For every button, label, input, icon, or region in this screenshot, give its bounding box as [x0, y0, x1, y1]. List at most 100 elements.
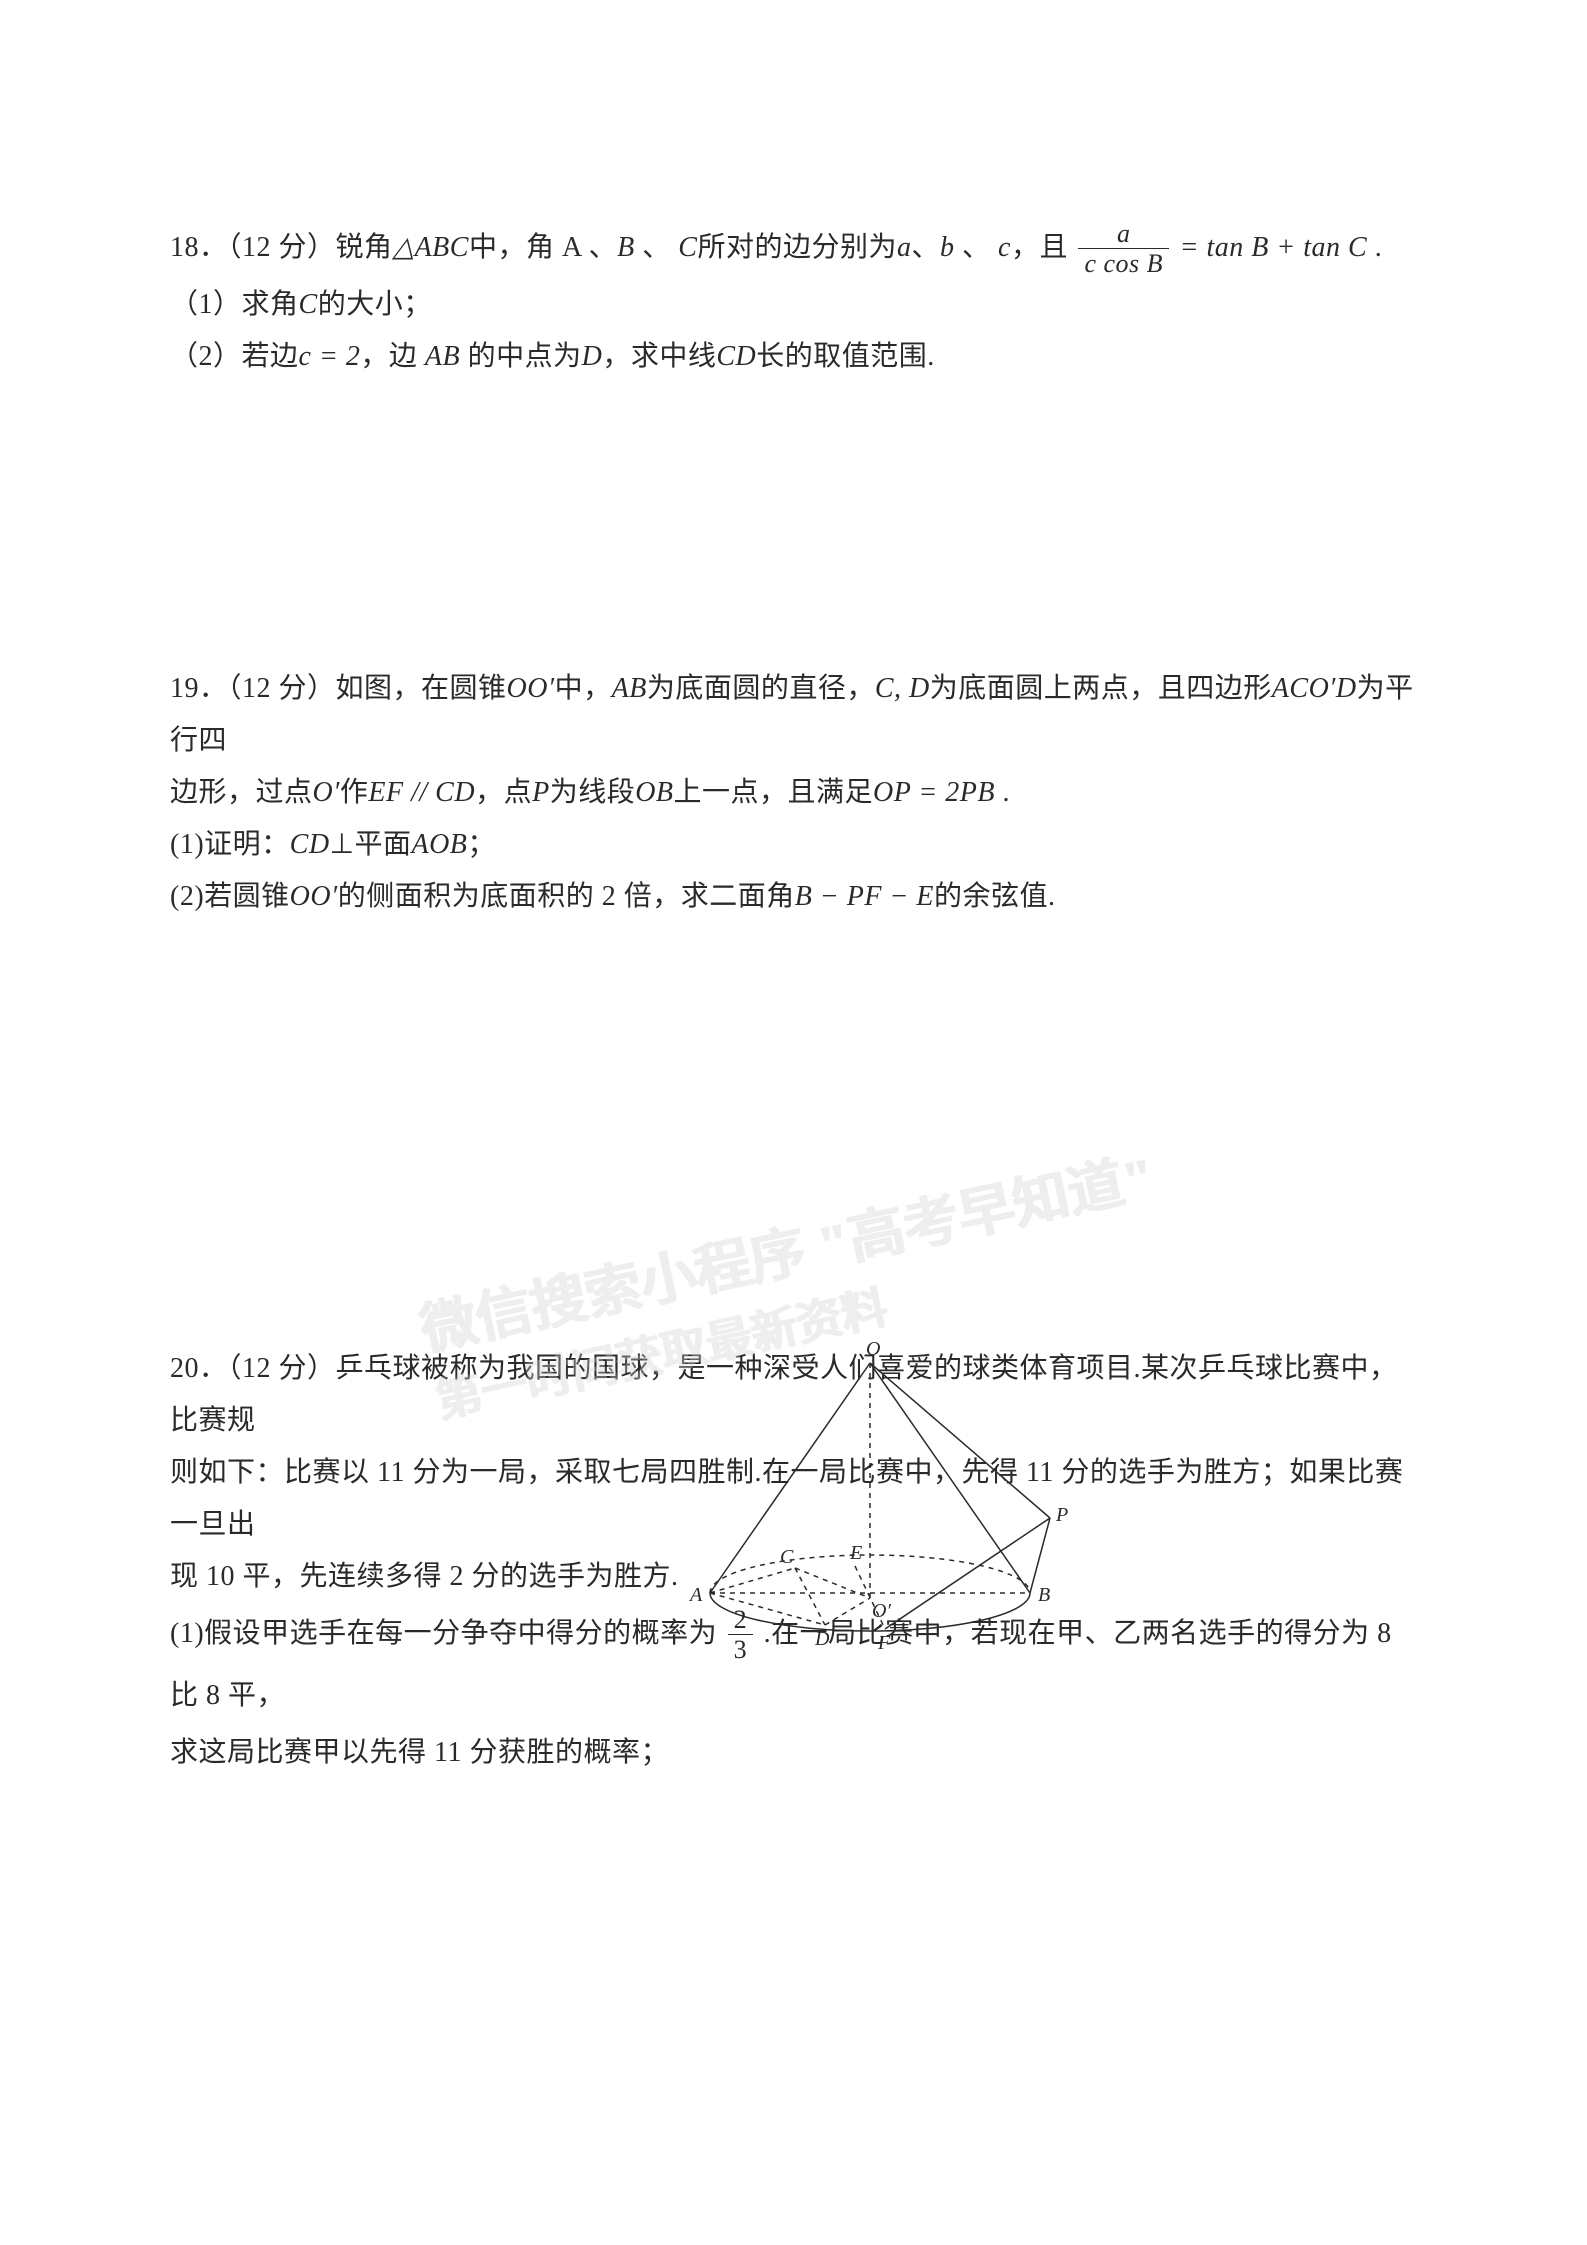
p19-P: P — [532, 777, 550, 808]
p18-eq: = tan B + tan C — [1172, 232, 1367, 263]
p18-s2-CD: CD — [716, 341, 756, 372]
p18-b: b — [940, 232, 955, 263]
p19-l2e: 上一点，且满足 — [674, 777, 874, 808]
page: 18．（12 分）锐角△ABC中，角 A 、B 、 C所对的边分别为a、b 、 … — [0, 0, 1587, 2245]
p18-frac-den: c cos B — [1078, 249, 1169, 279]
content-area: 18．（12 分）锐角△ABC中，角 A 、B 、 C所对的边分别为a、b 、 … — [170, 220, 1420, 1779]
p18-fraction: a c cos B — [1078, 220, 1169, 279]
p20-s1-a: 假设甲选手在每一分争夺中得分的概率为 — [204, 1618, 717, 1649]
p19-tb: 中， — [555, 673, 612, 704]
p18-s2-AB: AB — [417, 341, 467, 372]
p19-l2f: . — [995, 777, 1010, 808]
p18-prefix: 锐角 — [336, 232, 393, 263]
p18-mid-d: ，且 — [1011, 232, 1068, 263]
p18-s2-e: 长的取值范围. — [756, 341, 935, 372]
p19-s2-label: (2) — [170, 881, 204, 912]
gap-18-19 — [170, 383, 1420, 663]
p19-EFCD: EF // CD — [368, 777, 475, 808]
p19-td: 为底面圆上两点，且四边形 — [930, 673, 1272, 704]
p18-period: . — [1367, 232, 1382, 263]
p18-s2-b: ，边 — [360, 341, 417, 372]
p19-s1-a: 证明： — [204, 829, 290, 860]
p18-B: B — [617, 232, 635, 263]
p18-s1-label: （1） — [170, 289, 242, 320]
label-Oprime: O′ — [872, 1600, 891, 1622]
p18-line1: 18．（12 分）锐角△ABC中，角 A 、B 、 C所对的边分别为a、b 、 … — [170, 220, 1420, 279]
p18-s1-a: 求角 — [242, 289, 299, 320]
p19-s2-OO: OO′ — [290, 881, 338, 912]
p18-sub1: （1）求角C的大小； — [170, 279, 1420, 331]
label-E: E — [849, 1542, 862, 1564]
p19-points: （12 分） — [228, 673, 336, 704]
p19-OPeq: OP = 2PB — [873, 777, 995, 808]
p19-tc: 为底面圆的直径， — [647, 673, 875, 704]
p19-OB: OB — [635, 777, 673, 808]
p19-s1-AOB: AOB — [411, 829, 467, 860]
p19-l2d: 为线段 — [550, 777, 636, 808]
label-A: A — [688, 1584, 703, 1606]
p19-ta: 如图，在圆锥 — [336, 673, 507, 704]
p19-s2-c: 的余弦值. — [934, 881, 1056, 912]
p20-number: 20． — [170, 1353, 228, 1384]
p18-s2-label: （2） — [170, 341, 242, 372]
p18-s2-D: D — [582, 341, 603, 372]
p19-s1-b: ⊥平面 — [330, 829, 412, 860]
p19-sub1: (1)证明：CD⊥平面AOB； — [170, 819, 1420, 871]
p20-frac-den: 3 — [728, 1635, 754, 1665]
p20-l3: 现 10 平，先连续多得 2 分的选手为胜方. — [170, 1561, 679, 1592]
label-D: D — [814, 1628, 830, 1650]
p18-C: C — [678, 232, 697, 263]
p19-ACOD: ACO′D — [1272, 673, 1357, 704]
p19-OO: OO′ — [507, 673, 555, 704]
p19-block: 微信搜索小程序 "高考早知道" 第一时间获取最新资料 19．（12 分）如图，在… — [170, 663, 1420, 1343]
p18-sep2: 、 — [955, 232, 999, 263]
p18-sub2: （2）若边c = 2，边 AB 的中点为D，求中线CD长的取值范围. — [170, 331, 1420, 383]
p18-c: c — [998, 232, 1011, 263]
p19-l2a: 边形，过点 — [170, 777, 313, 808]
p18-s2-a: 若边 — [242, 341, 299, 372]
p19-Op: O′ — [313, 777, 340, 808]
p18-s2-d: ，求中线 — [602, 341, 716, 372]
p18-triangle: △ABC — [393, 232, 469, 263]
p19-s2-a: 若圆锥 — [204, 881, 290, 912]
p20-frac-num: 2 — [728, 1606, 754, 1635]
label-B: B — [1038, 1584, 1050, 1606]
p19-CD: C, D — [875, 673, 930, 704]
gap-for-figure — [170, 923, 1420, 1343]
p18-a: a — [897, 232, 912, 263]
label-F: F — [877, 1632, 891, 1654]
p20-points: （12 分） — [228, 1353, 336, 1384]
p18-sep1: 、 — [911, 232, 940, 263]
p18-mid-c: 所对的边分别为 — [697, 232, 897, 263]
p19-number: 19． — [170, 673, 228, 704]
p20-s1-label: (1) — [170, 1618, 204, 1649]
p19-s1-label: (1) — [170, 829, 204, 860]
p19-s2-b: 的侧面积为底面积的 2 倍，求二面角 — [338, 881, 795, 912]
p20-sub1-line2: 求这局比赛甲以先得 11 分获胜的概率； — [170, 1727, 1420, 1779]
p19-line1: 19．（12 分）如图，在圆锥OO′中，AB为底面圆的直径，C, D为底面圆上两… — [170, 663, 1420, 767]
label-C: C — [780, 1546, 794, 1568]
p19-l2b: 作 — [340, 777, 369, 808]
p18-mid-a: 中，角 A 、 — [469, 232, 617, 263]
cone-diagram: O A B C D E F P O′ — [650, 1333, 1090, 1663]
p19-s1-c: ； — [467, 829, 496, 860]
p18-mid-b: 、 — [635, 232, 679, 263]
p20-s1-l2: 求这局比赛甲以先得 11 分获胜的概率； — [170, 1737, 669, 1768]
p19-s2-angle: B − PF − E — [795, 881, 934, 912]
cone-svg: O A B C D E F P O′ — [650, 1333, 1090, 1663]
label-P: P — [1055, 1504, 1068, 1526]
p18-s1-b: 的大小； — [318, 289, 432, 320]
p19-sub2: (2)若圆锥OO′的侧面积为底面积的 2 倍，求二面角B − PF − E的余弦… — [170, 871, 1420, 923]
p19-AB: AB — [612, 673, 647, 704]
p18-s1-C: C — [299, 289, 318, 320]
p19-line2: 边形，过点O′作EF // CD，点P为线段OB上一点，且满足OP = 2PB … — [170, 767, 1420, 819]
p20-fraction: 2 3 — [728, 1606, 754, 1665]
p18-s2-c: 的中点为 — [468, 341, 582, 372]
p18-s2-ceq: c = 2 — [299, 341, 361, 372]
p18-frac-num: a — [1078, 220, 1169, 249]
label-O-apex: O — [866, 1338, 880, 1360]
p18-points: （12 分） — [228, 232, 336, 263]
p18-number: 18． — [170, 232, 228, 263]
p19-l2c: ，点 — [475, 777, 532, 808]
p19-s1-CD: CD — [290, 829, 330, 860]
